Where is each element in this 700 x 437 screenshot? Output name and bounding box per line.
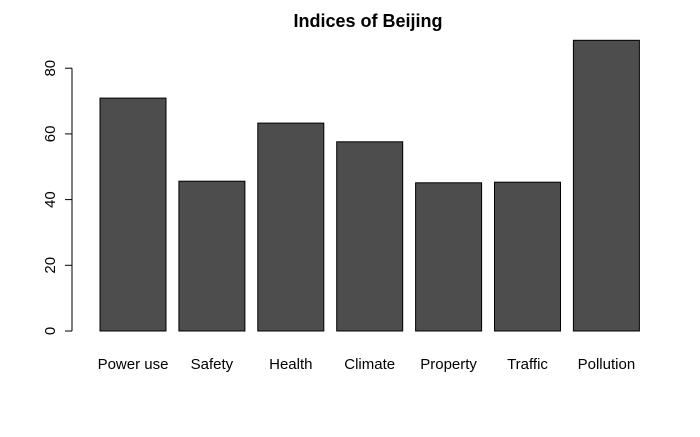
y-tick-label: 20 [42,257,59,274]
y-tick-label: 60 [42,126,59,143]
bar-power-use [99,97,167,332]
bar-health [257,122,325,332]
x-category-label: Health [269,356,312,373]
bar-safety [178,180,246,332]
y-tick-label: 40 [42,191,59,208]
x-category-label: Power use [98,356,169,373]
y-tick-label: 0 [42,327,59,335]
x-category-label: Safety [191,356,234,373]
bar-traffic [494,181,561,332]
x-axis-labels: Power use Safety Health Climate Property Traf… [98,356,636,373]
bar-pollution [572,39,640,332]
bar-climate [336,141,404,332]
x-category-label: Climate [344,356,395,373]
y-axis: 0 20 40 60 80 [42,60,73,335]
x-category-label: Traffic [507,356,548,373]
x-category-label: Pollution [578,356,636,373]
chart-title: Indices of Beijing [293,11,442,31]
bar-property [415,182,483,332]
x-category-label: Property [420,356,477,373]
bars-group [99,39,640,332]
y-tick-label: 80 [42,60,59,77]
